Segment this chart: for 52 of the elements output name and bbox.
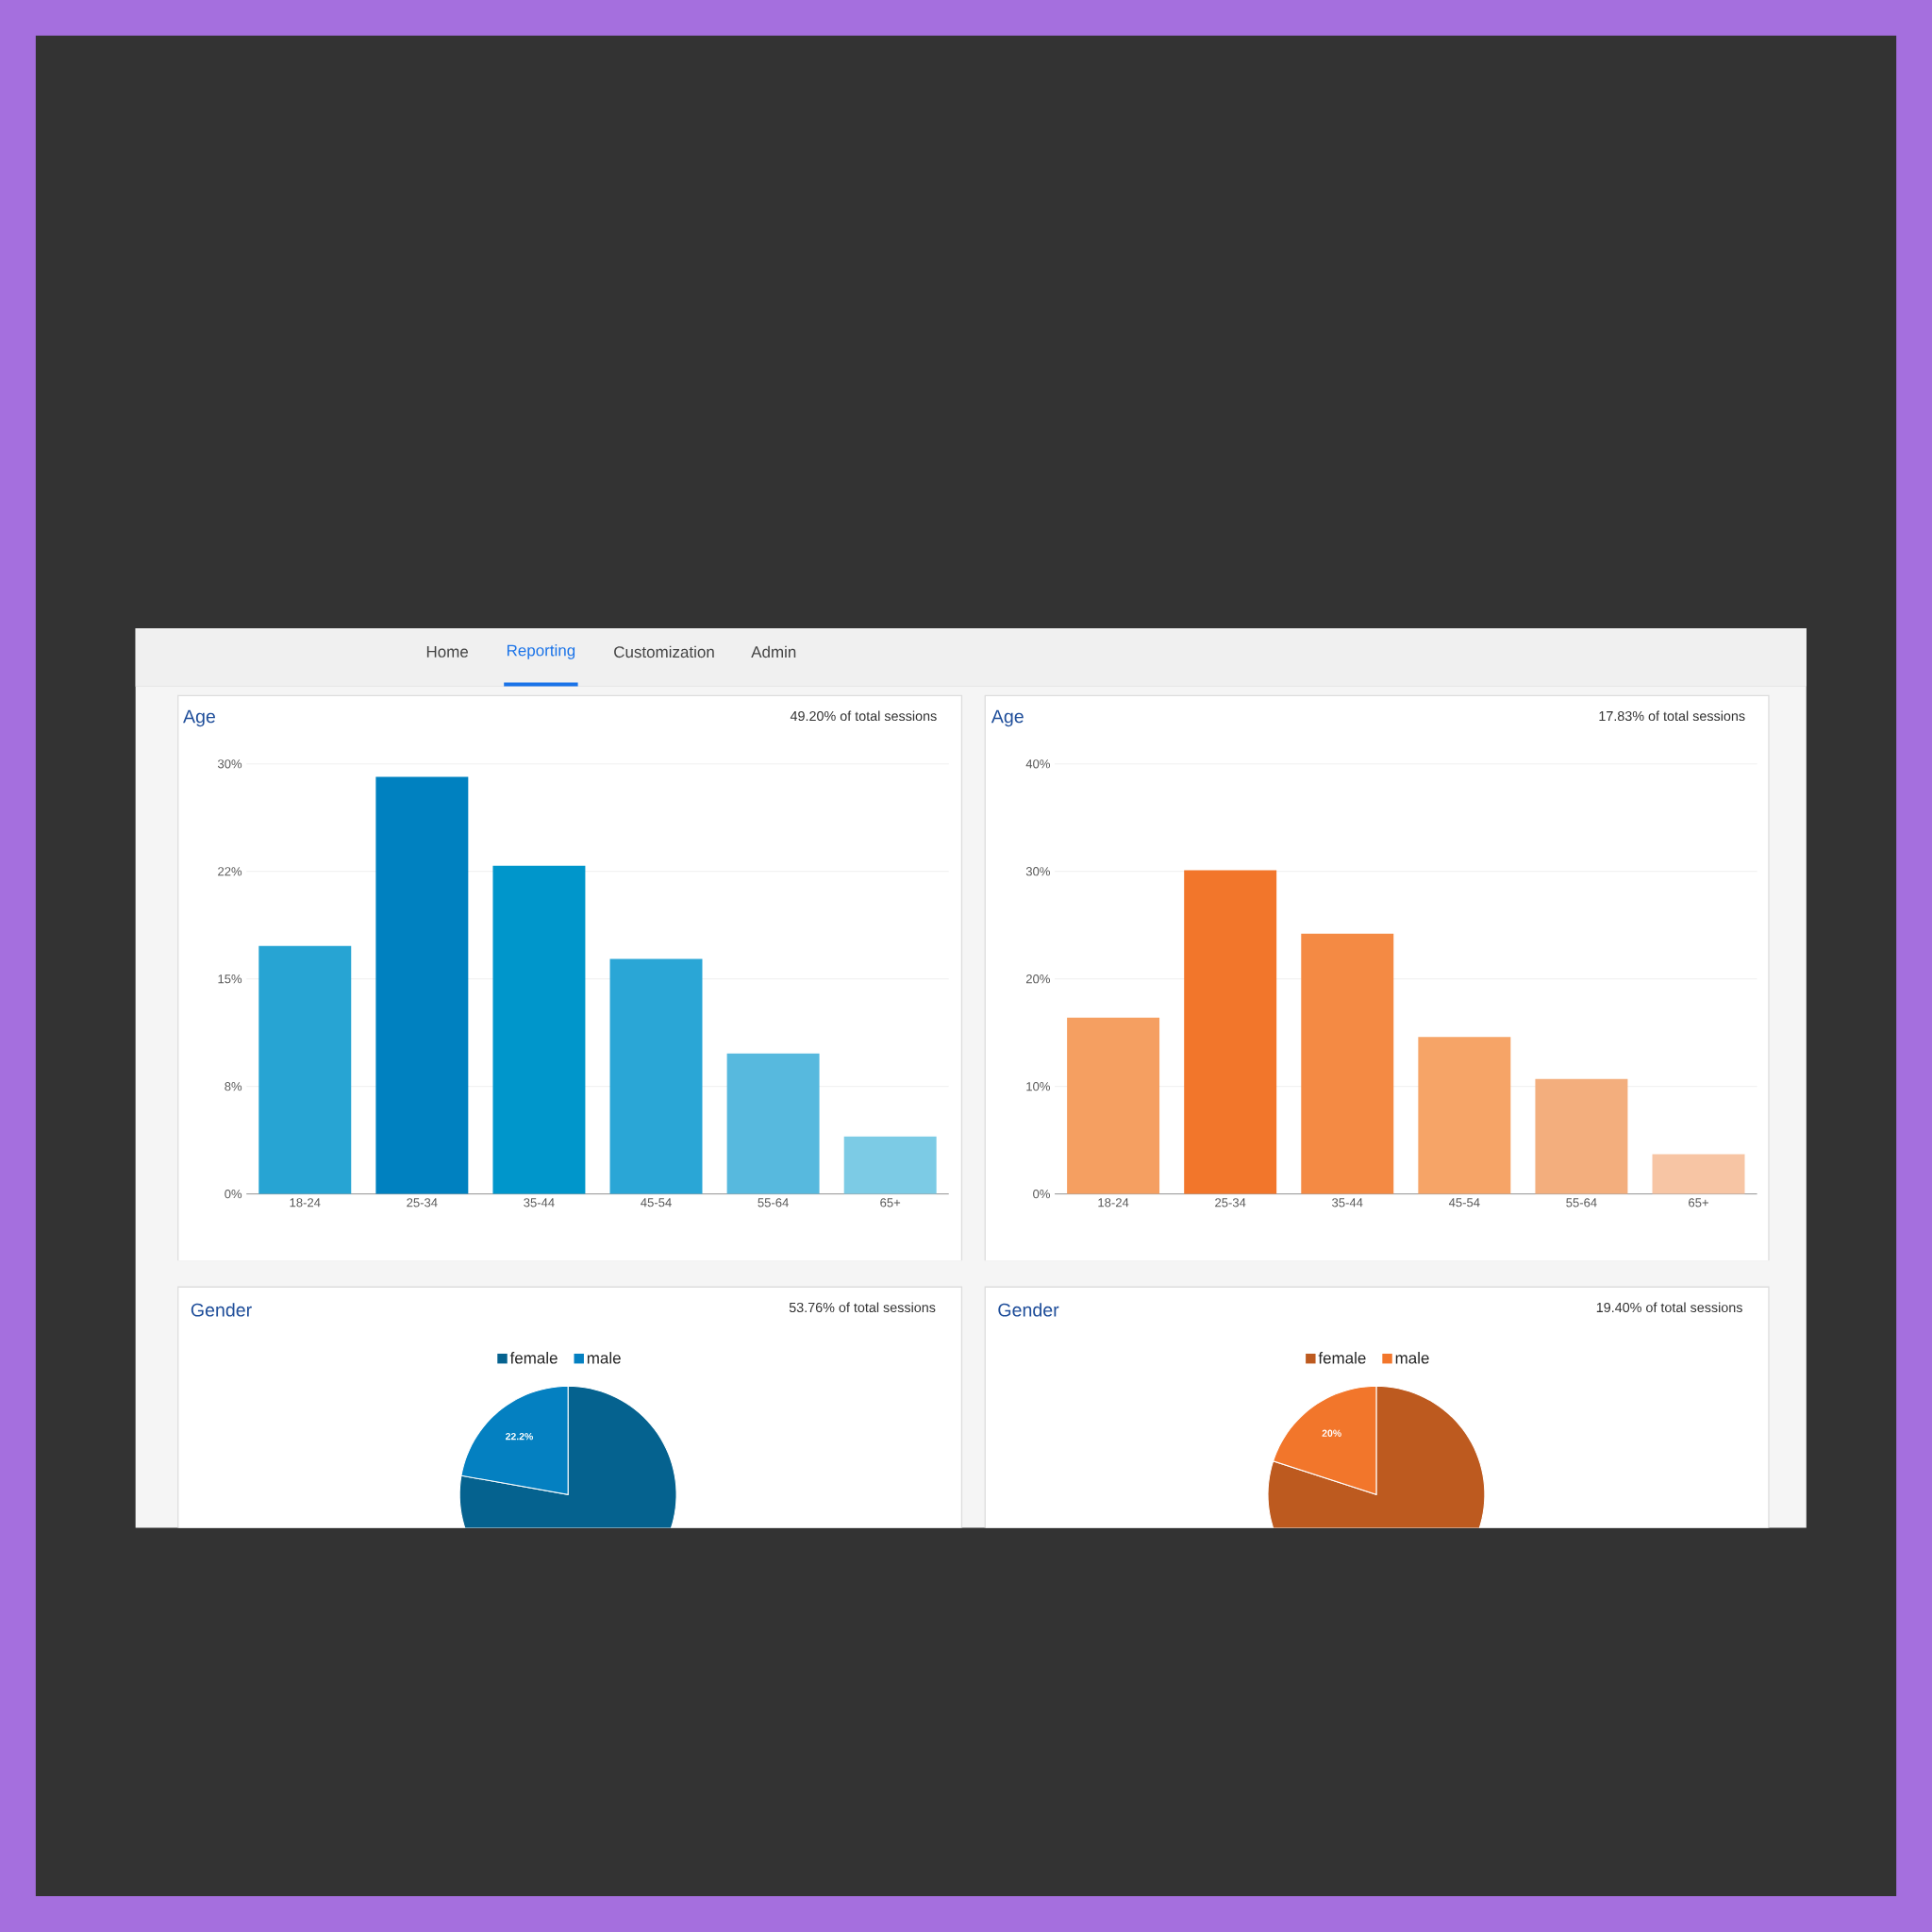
y-tick-label: 30% <box>217 759 242 769</box>
bar <box>258 945 352 1194</box>
x-tick-label: 65+ <box>880 1198 901 1208</box>
x-tick-label: 35-44 <box>1332 1198 1363 1208</box>
text: Customization <box>614 645 714 658</box>
x-tick-label: 25-34 <box>1215 1198 1246 1208</box>
x-tick-label: 45-54 <box>1448 1198 1480 1208</box>
bar <box>492 865 586 1194</box>
bar <box>1184 870 1277 1194</box>
y-tick-label: 15% <box>218 974 242 984</box>
y-tick-label: 20% <box>1025 974 1050 984</box>
bar <box>1067 1017 1160 1194</box>
bar <box>375 776 469 1194</box>
legend-label: female <box>1318 1352 1366 1364</box>
x-tick-label: 25-34 <box>407 1198 438 1208</box>
chart-subtitle: 49.20% of total sessions <box>790 710 937 722</box>
bar <box>726 1053 820 1194</box>
text: Reporting <box>507 644 575 659</box>
x-tick-label: 18-24 <box>290 1198 321 1208</box>
x-tick-label: 55-64 <box>758 1198 789 1208</box>
legend-label: male <box>587 1352 621 1364</box>
data-label: 20% <box>1322 1429 1341 1437</box>
text: 19.40% of total sessions <box>1596 1302 1742 1313</box>
y-tick-label: 30% <box>1025 867 1050 876</box>
bar <box>1418 1037 1511 1194</box>
y-tick-label: 10% <box>1026 1082 1050 1091</box>
bar <box>609 958 703 1194</box>
text: Gender <box>191 1303 252 1317</box>
data-label: 22.2% <box>506 1432 533 1441</box>
x-tick-label: 65+ <box>1689 1198 1708 1208</box>
text: 53.76% of total sessions <box>789 1302 936 1313</box>
bar <box>843 1136 937 1194</box>
bar <box>1652 1154 1745 1194</box>
y-tick-label: 8% <box>225 1082 242 1091</box>
chart-subtitle: 17.83% of total sessions <box>1599 710 1745 722</box>
y-tick-label: 0% <box>1033 1190 1050 1199</box>
y-tick-label: 22% <box>218 867 242 876</box>
bar <box>1301 933 1394 1194</box>
x-tick-label: 55-64 <box>1566 1198 1597 1208</box>
legend-label: male <box>1395 1352 1429 1364</box>
chart-title: Age <box>991 709 1024 727</box>
text: Gender <box>998 1303 1059 1317</box>
bar <box>1535 1078 1628 1194</box>
x-tick-label: 18-24 <box>1098 1198 1129 1208</box>
y-tick-label: 40% <box>1025 759 1050 769</box>
x-tick-label: 45-54 <box>641 1198 672 1208</box>
chart-title: Age <box>183 709 215 727</box>
text: Admin <box>751 645 796 658</box>
legend-label: female <box>509 1352 558 1364</box>
x-tick-label: 35-44 <box>524 1198 555 1208</box>
y-tick-label: 0% <box>225 1190 242 1199</box>
text: Home <box>426 646 469 658</box>
